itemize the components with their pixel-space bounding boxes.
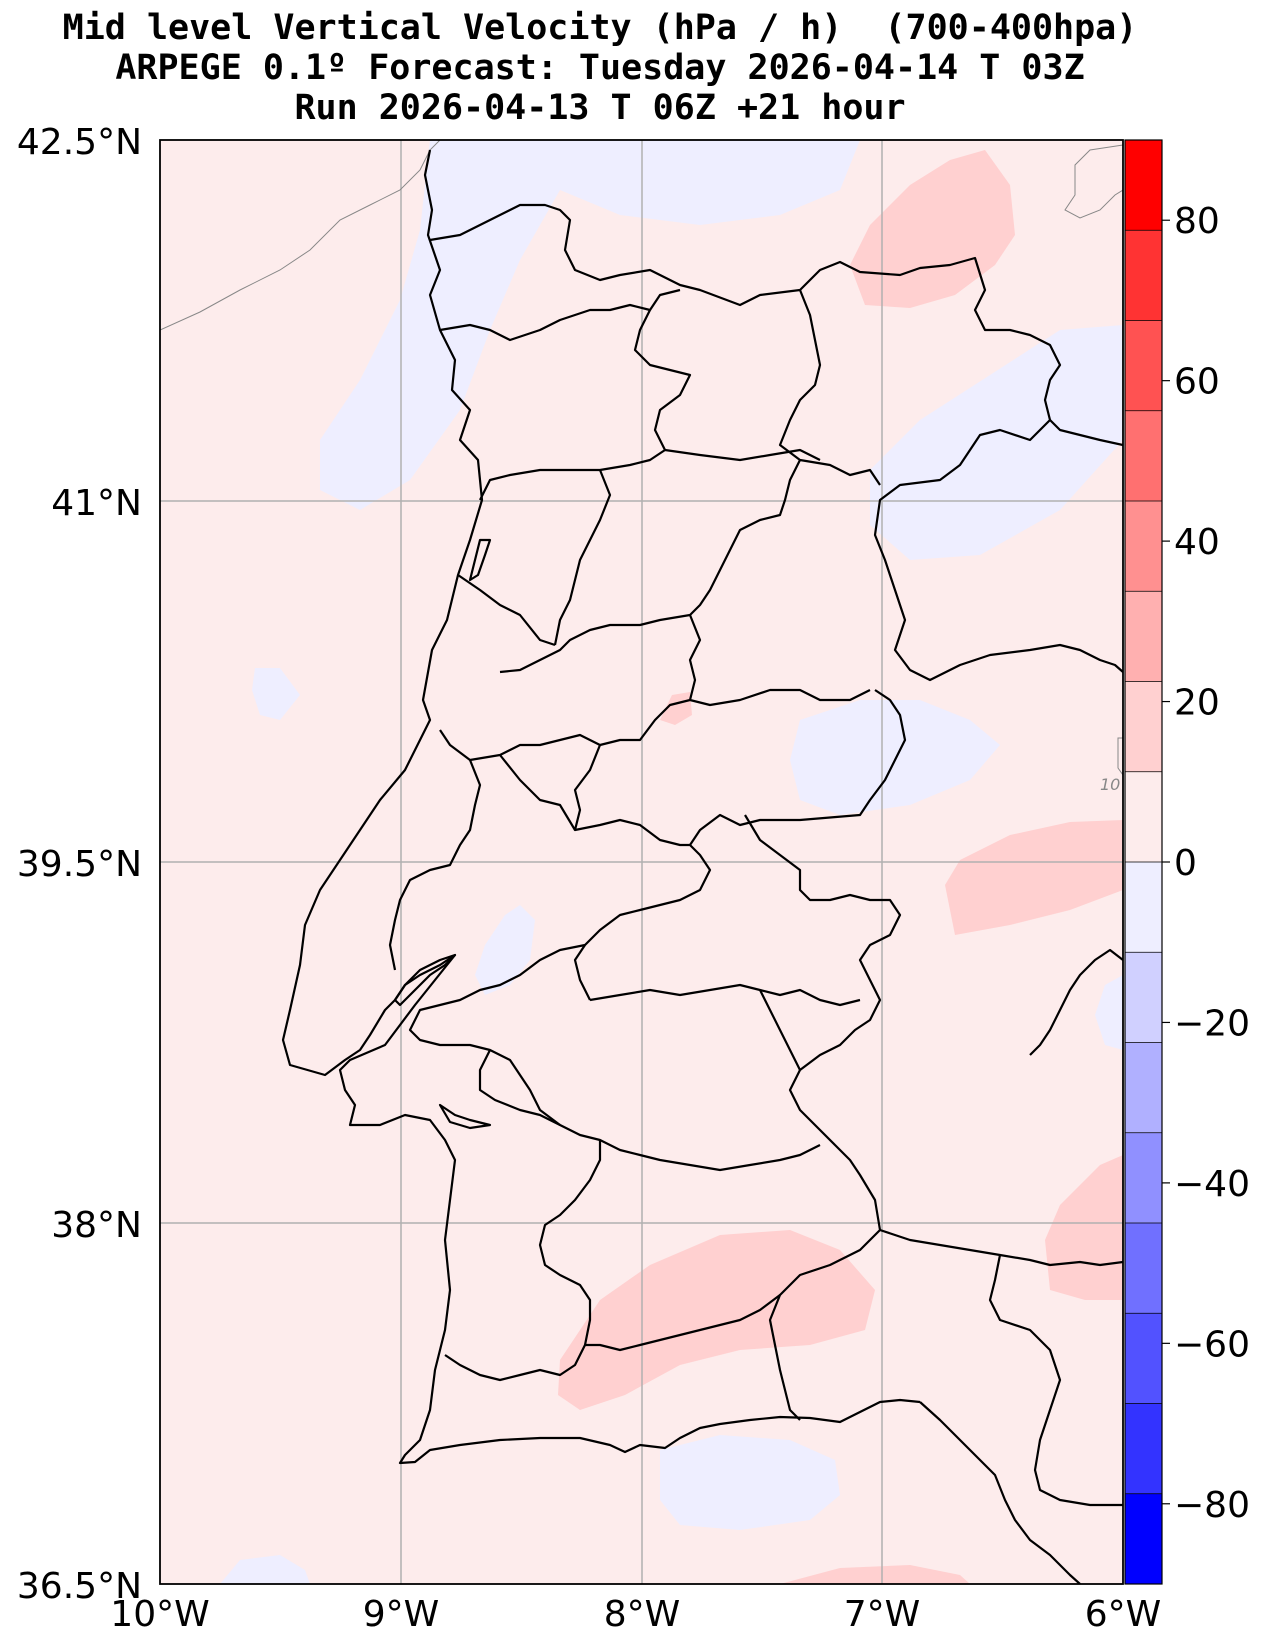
border-minho [429,203,1123,682]
title-line-1: Mid level Vertical Velocity (hPa / h) (7… [62,8,1138,48]
district-border-1 [439,303,692,501]
colorbar-swatch [1125,1403,1162,1495]
map-frame [159,139,1124,1585]
district-border-9 [589,983,861,1071]
colorbar-swatch [1125,320,1162,412]
border-guadiana [744,814,902,1421]
portugal-coastline [281,149,921,1465]
colorbar-swatch [1125,1132,1162,1224]
lat-tick-label: 38°N [51,1205,142,1246]
lat-tick-label: 41°N [51,483,142,524]
red-patch-small-center [660,692,692,725]
colorbar-tick-label: 80 [1174,201,1220,242]
colorbar-tick-label: 20 [1174,683,1220,724]
red-patch-bottom [780,1565,970,1584]
sado-estuary [438,1103,492,1130]
red-patch-east [945,820,1123,935]
lon-tick-label: 9°W [363,1594,440,1635]
graticule [160,140,1123,1584]
blue-patch-north-center [560,140,860,225]
title-line-3: Run 2026-04-13 T 06Z +21 hour [294,88,906,128]
border-east-south [689,689,907,846]
isobars [160,140,1123,776]
isobar-east [1117,737,1123,776]
spain-coastline [919,1401,1081,1584]
district-border-12 [879,1228,1123,1507]
colorbar-tick-label: −40 [1174,1164,1250,1205]
aveiro-lagoon [468,538,492,582]
colorbar-swatch [1125,140,1162,231]
blue-patch-east-center [790,700,1000,815]
coastline-and-borders [281,149,1123,1584]
lat-tick-label: 39.5°N [17,844,142,885]
colorbar-swatch [1125,410,1162,502]
colorbar-swatch [1125,1042,1162,1134]
colorbar-swatch [1125,230,1162,321]
blue-patch-north-coast [320,140,560,510]
district-border-4 [457,469,612,647]
colorbar-tick-label: −60 [1174,1324,1250,1365]
lon-tick-label: 8°W [604,1594,681,1635]
colorbar-swatch [1125,681,1162,773]
blue-patch-southwest [220,1555,310,1584]
colorbar-tick-label: −80 [1174,1485,1250,1526]
colorbar-tick-label: 60 [1174,362,1220,403]
lon-axis: 10°W 9°W 8°W 7°W 6°W [110,1594,1161,1635]
colorbar-tick-label: −20 [1174,1003,1250,1044]
lon-tick-label: 6°W [1085,1594,1162,1635]
colorbar-swatch [1125,591,1162,682]
district-border-8 [408,943,821,1172]
lon-tick-label: 10°W [110,1594,209,1635]
colorbar-tick-label: 0 [1174,843,1197,884]
district-border-10 [444,1049,602,1382]
isobar-northwest [160,140,441,331]
title-line-2: ARPEGE 0.1º Forecast: Tuesday 2026-04-14… [115,48,1085,88]
colorbar-swatch [1125,952,1162,1043]
colorbar-swatch [1125,1313,1162,1404]
isobar-northeast [1064,144,1123,219]
red-patch-south-algarve [558,1230,875,1410]
blue-patch-south [660,1435,840,1530]
chart-title: Mid level Vertical Velocity (hPa / h) (7… [0,8,1200,128]
district-border-3 [499,448,821,674]
colorbar-swatch [1125,1493,1162,1585]
blue-patch-lisbon [475,905,535,995]
district-border-7 [388,754,576,971]
colorbar: 80 60 40 20 0 −20 −40 −60 −80 [1124,139,1250,1585]
colorbar-swatch [1125,771,1162,863]
colorbar-swatch [1125,501,1162,592]
blue-patch-east-edge [1095,975,1123,1050]
district-border-13 [1029,419,1123,1056]
district-border-11 [585,1294,781,1352]
lat-tick-label: 42.5°N [17,122,142,163]
isobar-label: 10 [1100,775,1120,794]
lat-axis: 42.5°N 41°N 39.5°N 38°N 36.5°N [17,122,142,1607]
colorbar-swatch [1125,862,1162,953]
blue-patch-small-west [252,668,300,720]
district-border-2 [649,288,881,486]
red-patch-northeast [850,150,1015,308]
lon-tick-label: 7°W [844,1594,921,1635]
colorbar-swatch [1125,1223,1162,1314]
tagus-estuary [393,953,457,1007]
colorbar-tick-label: 40 [1174,522,1220,563]
district-border-5 [439,614,871,762]
district-border-6 [573,744,712,1001]
lat-tick-label: 36.5°N [17,1566,142,1607]
